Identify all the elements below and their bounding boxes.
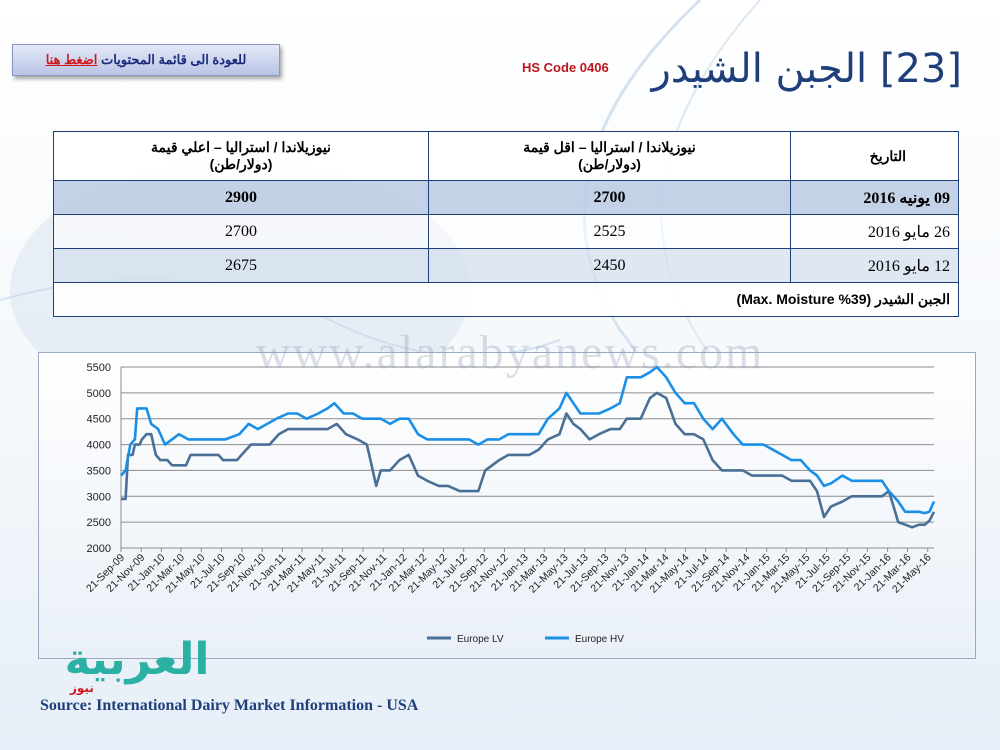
header-high-line1: نيوزيلاندا / استراليا – اعلي قيمة xyxy=(151,139,331,155)
legend-label: Europe LV xyxy=(457,634,504,645)
page-title: [23] الجبن الشيدر xyxy=(651,46,962,92)
row-high: 2700 xyxy=(53,214,429,249)
series-line-europe-hv xyxy=(120,365,936,515)
row-date: 09 يونيه 2016 xyxy=(790,180,959,215)
table-row: 09 يونيه 2016 2700 2900 xyxy=(53,180,959,215)
table-row: 26 مايو 2016 2525 2700 xyxy=(53,214,959,249)
hs-code: HS Code 0406 xyxy=(522,60,609,75)
header-high: نيوزيلاندا / استراليا – اعلي قيمة (دولار… xyxy=(53,131,429,181)
row-date: 12 مايو 2016 xyxy=(790,248,959,283)
series-line-europe-lv xyxy=(121,391,936,529)
y-tick-label: 4500 xyxy=(87,414,111,426)
y-tick-label: 3000 xyxy=(87,491,111,503)
source-note: Source: International Dairy Market Infor… xyxy=(40,697,419,714)
row-low: 2450 xyxy=(428,248,791,283)
header-low-line2: (دولار/طن) xyxy=(578,156,641,172)
header-high-line2: (دولار/طن) xyxy=(209,156,273,172)
y-tick-label: 3500 xyxy=(87,465,111,477)
back-link[interactable]: اضغط هنا xyxy=(45,52,98,67)
header-low-line1: نيوزيلاندا / استراليا – اقل قيمة xyxy=(523,139,696,155)
price-table: التاريخ نيوزيلاندا / استراليا – اقل قيمة… xyxy=(53,131,959,317)
y-tick-label: 4000 xyxy=(87,440,111,452)
chart-panel: 2000 2500 3000 3500 4000 4500 5000 5500 21-Sep-0… xyxy=(38,352,976,659)
y-tick-label: 5500 xyxy=(87,362,111,374)
y-tick-label: 5000 xyxy=(87,388,111,400)
y-tick-label: 2500 xyxy=(87,517,111,529)
logo-main-text: العربية xyxy=(65,634,210,685)
row-high: 2900 xyxy=(53,180,429,215)
row-low: 2525 xyxy=(428,214,791,249)
product-note: الجبن الشيدر (39% Max. Moisture) xyxy=(53,282,959,317)
legend-label: Europe HV xyxy=(575,634,624,645)
header-date: التاريخ xyxy=(790,131,959,181)
header-low: نيوزيلاندا / استراليا – اقل قيمة (دولار/… xyxy=(428,131,791,181)
row-date: 26 مايو 2016 xyxy=(790,214,959,249)
row-high: 2675 xyxy=(53,248,429,283)
y-tick-label: 2000 xyxy=(87,543,111,555)
price-chart: 2000250030003500400045005000550021-Sep-0… xyxy=(84,362,936,645)
back-to-contents-box: للعودة الى قائمة المحتويات اضغط هنا xyxy=(12,44,280,76)
logo-sub-text: نيوز xyxy=(69,681,94,696)
back-text: للعودة الى قائمة المحتويات xyxy=(100,52,247,67)
table-row: 12 مايو 2016 2450 2675 xyxy=(53,248,959,283)
alarabya-logo: العربية نيوز xyxy=(65,634,210,696)
table-note-row: الجبن الشيدر (39% Max. Moisture) xyxy=(53,282,959,317)
row-low: 2700 xyxy=(428,180,791,215)
table-header-row: التاريخ نيوزيلاندا / استراليا – اقل قيمة… xyxy=(53,131,959,181)
